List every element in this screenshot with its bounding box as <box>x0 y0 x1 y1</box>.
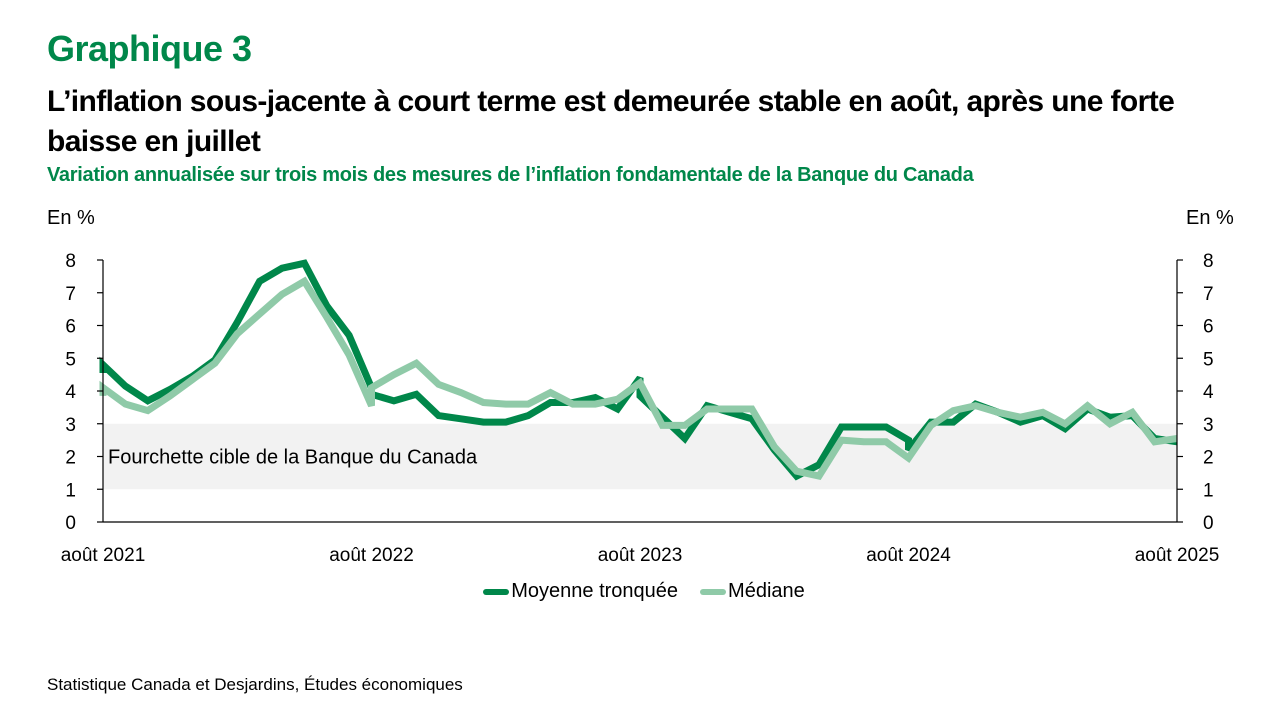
y-tick-label-right: 6 <box>1203 317 1214 338</box>
y-tick-label-right: 8 <box>1203 251 1214 272</box>
target-band-label: Fourchette cible de la Banque du Canada <box>108 447 478 469</box>
chart-number: Graphique 3 <box>47 28 252 69</box>
source-note: Statistique Canada et Desjardins, Études… <box>47 675 463 694</box>
y-tick-label-right: 3 <box>1203 415 1214 436</box>
axes-layer: 0 0 1 1 2 2 3 3 4 4 5 5 6 6 7 7 8 8 août 2021 août 2022 août… <box>61 251 1220 566</box>
legend-item-median: Médiane <box>700 580 805 603</box>
target-band <box>103 423 1177 490</box>
y-tick-label-right: 1 <box>1203 480 1214 501</box>
y-tick-label-right: 5 <box>1203 349 1214 370</box>
legend: Moyenne tronquée Médiane <box>0 580 1280 603</box>
y-tick-label-right: 2 <box>1203 448 1214 469</box>
y-tick-label-right: 7 <box>1203 284 1214 305</box>
series-line-median <box>99 276 1178 481</box>
legend-item-trimmed-mean: Moyenne tronquée <box>483 580 678 603</box>
x-tick-label: août 2024 <box>866 545 951 566</box>
y-tick-label-right: 4 <box>1203 382 1214 403</box>
legend-swatch-median <box>700 588 727 595</box>
legend-label-trimmed-mean: Moyenne tronquée <box>511 580 679 602</box>
series-layer <box>99 259 1178 481</box>
y-tick-label-left: 5 <box>65 349 76 370</box>
y-axis-right-unit: En % <box>1186 207 1234 229</box>
x-tick-label: août 2022 <box>329 545 414 566</box>
y-tick-label-left: 4 <box>65 382 76 403</box>
y-tick-label-left: 2 <box>65 448 76 469</box>
y-tick-label-left: 1 <box>65 480 76 501</box>
y-tick-label-left: 0 <box>65 513 76 534</box>
y-tick-label-left: 3 <box>65 415 76 436</box>
y-tick-label-left: 8 <box>65 251 76 272</box>
legend-swatch-trimmed-mean <box>483 588 510 595</box>
x-tick-label: août 2023 <box>598 545 683 566</box>
chart-title: L’inflation sous-jacente à court terme e… <box>47 85 1175 158</box>
chart-subtitle: Variation annualisée sur trois mois des … <box>47 164 974 186</box>
y-tick-label-left: 6 <box>65 317 76 338</box>
x-tick-label: août 2025 <box>1135 545 1220 566</box>
legend-label-median: Médiane <box>728 580 805 602</box>
x-tick-label: août 2021 <box>61 545 146 566</box>
y-tick-label-left: 7 <box>65 284 76 305</box>
y-tick-label-right: 0 <box>1203 513 1214 534</box>
y-axis-left-unit: En % <box>47 207 95 229</box>
